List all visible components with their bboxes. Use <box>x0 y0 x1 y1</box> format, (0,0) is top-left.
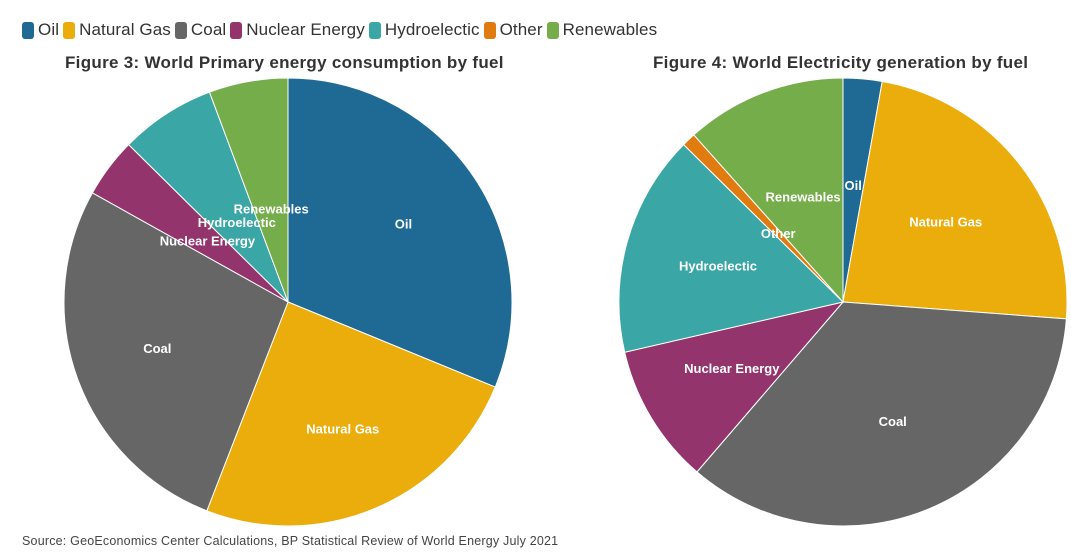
legend-swatch-hydro <box>368 21 381 39</box>
legend-label-coal: Coal <box>190 20 227 39</box>
legend-label-natural-gas: Natural Gas <box>79 20 171 39</box>
legend-item-hydro: Hydroelectic <box>368 20 480 40</box>
pie-slice-hydroelectic <box>618 143 844 353</box>
pie-electricity-group: Oil Natural Gas Coal Nuclear Energy Hydroele… <box>618 77 1068 527</box>
pie-slice-oil <box>287 77 513 388</box>
pie-slice-coal <box>63 192 289 512</box>
pie-slice-nuclear-energy <box>624 301 845 473</box>
slice-label-nuclear-energy: Nuclear Energy <box>684 361 780 376</box>
chart-title-primary-energy: Figure 3: World Primary energy consumpti… <box>65 53 504 72</box>
pie-slice-natural-gas <box>842 80 1068 320</box>
slice-label-natural-gas: Natural Gas <box>909 214 982 229</box>
pie-slice-renewables <box>208 77 289 303</box>
pie-slice-renewables <box>693 77 844 304</box>
slice-label-hydroelectic: Hydroelectic <box>679 259 757 274</box>
slice-label-renewables: Renewables <box>234 201 309 216</box>
source-note: Source: GeoEconomics Center Calculations… <box>22 534 559 548</box>
legend-label-oil: Oil <box>38 20 60 39</box>
pie-slice-natural-gas <box>206 301 496 527</box>
legend-item-coal: Coal <box>174 20 227 40</box>
legend-item-oil: Oil <box>22 20 59 40</box>
legend-label-renewables: Renewables <box>562 20 658 39</box>
legend-swatch-natural-gas <box>63 21 76 39</box>
slice-label-oil: Oil <box>845 178 862 193</box>
chart-title-electricity: Figure 4: World Electricity generation b… <box>653 53 1029 72</box>
slice-label-nuclear-energy: Nuclear Energy <box>160 234 256 249</box>
slice-label-renewables: Renewables <box>766 189 841 204</box>
slice-label-hydroelectic: Hydroelectic <box>198 215 276 230</box>
slice-label-natural-gas: Natural Gas <box>306 422 379 437</box>
legend-swatch-nuclear <box>230 21 243 39</box>
pie-primary-energy-group: Oil Natural Gas Coal Nuclear Energy Hydroele… <box>63 77 513 527</box>
legend-swatch-renewables <box>546 21 559 39</box>
legend-label-hydro: Hydroelectic <box>384 20 480 39</box>
chart-legend: Oil Natural Gas Coal Nuclear Energy Hydr… <box>22 18 661 42</box>
legend-item-other: Other <box>483 20 543 40</box>
pie-slice-coal <box>696 301 1067 527</box>
legend-swatch-oil <box>22 21 34 39</box>
slice-label-coal: Coal <box>143 341 171 356</box>
legend-swatch-coal <box>174 21 187 39</box>
legend-swatch-other <box>483 21 496 39</box>
slice-label-oil: Oil <box>395 217 412 232</box>
legend-item-nuclear: Nuclear Energy <box>230 20 365 40</box>
legend-label-nuclear: Nuclear Energy <box>246 20 365 39</box>
legend-item-renewables: Renewables <box>546 20 658 40</box>
legend-label-other: Other <box>499 20 543 39</box>
slice-label-other: Other <box>761 226 796 241</box>
slice-label-coal: Coal <box>879 414 907 429</box>
legend-item-natural-gas: Natural Gas <box>63 20 171 40</box>
